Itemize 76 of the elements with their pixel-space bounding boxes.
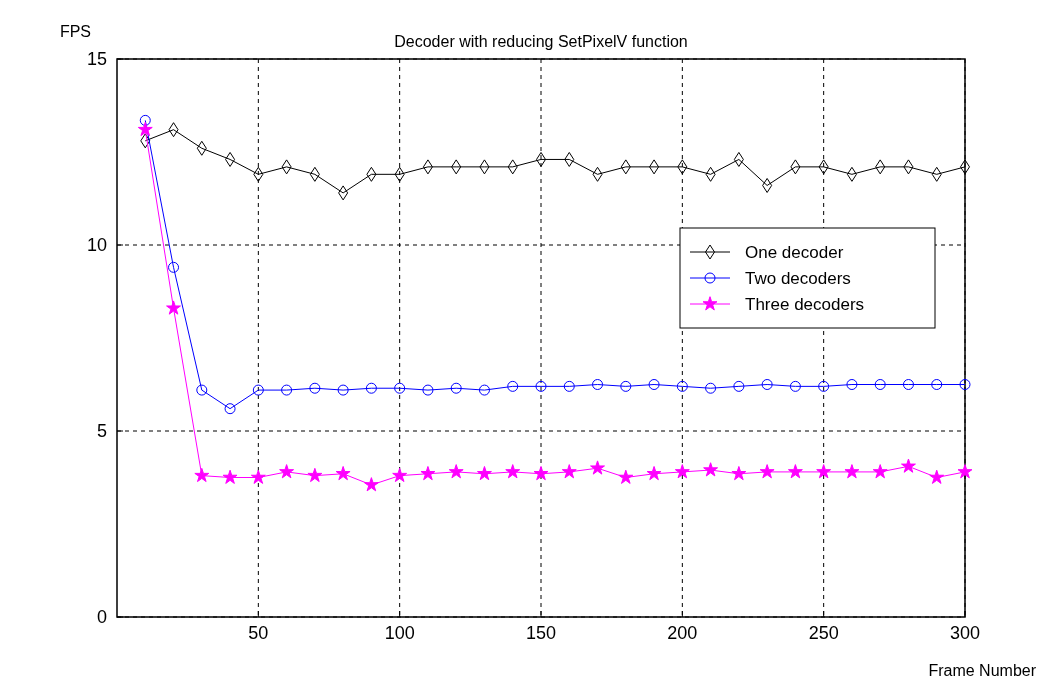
x-axis-title: Frame Number [928,662,1037,679]
y-axis-title: FPS [59,23,91,40]
y-tick-label: 15 [86,49,107,69]
point [422,384,434,396]
x-tick-label: 100 [384,623,415,643]
y-tick-label: 5 [96,421,107,441]
point [196,384,208,396]
point [731,465,747,481]
point [818,380,830,392]
point [931,379,943,390]
point [957,464,973,479]
point [450,382,462,394]
point [309,382,321,394]
point [872,464,888,479]
point [874,379,886,390]
point [648,379,660,390]
point [787,464,803,479]
point [507,380,519,392]
y-tick-label: 10 [86,235,107,255]
point [703,462,719,477]
point [759,464,775,479]
point [844,464,860,479]
x-tick-label: 200 [667,623,698,643]
x-tick-label: 50 [248,623,269,643]
point [592,379,604,390]
point [705,382,717,394]
point [281,384,293,396]
point [365,382,377,394]
point [761,379,773,390]
point [478,384,490,396]
point [420,465,436,481]
point [535,380,547,392]
point [194,467,210,483]
point [561,464,577,479]
point [392,467,408,483]
point [902,379,914,390]
x-tick-label: 300 [949,623,981,643]
point [959,379,971,390]
legend-label: Three decoders [745,295,865,314]
point [620,380,632,392]
point [139,114,151,126]
point [816,464,832,479]
point [505,464,521,479]
x-tick-label: 150 [525,623,557,643]
x-tick-label: 250 [808,623,839,643]
point [733,380,745,392]
point [846,379,858,390]
point [646,465,662,481]
point [533,465,549,481]
point [335,465,351,481]
point [477,465,492,481]
point [252,384,264,396]
point [307,467,323,483]
point [789,380,801,392]
point [363,477,379,492]
point [250,469,266,484]
point [394,382,406,394]
point [901,458,916,473]
legend-label: One decoder [745,243,844,262]
point [674,464,690,479]
point [448,464,464,479]
point [222,469,238,484]
point [618,469,634,484]
legend-label: Two decoders [745,269,851,288]
y-tick-label: 0 [96,607,107,627]
point [590,460,605,475]
point [166,300,181,315]
point [224,403,236,415]
point [676,380,688,392]
point [168,261,180,273]
point [929,469,945,484]
point [563,380,575,392]
point [137,121,153,137]
point [337,384,349,396]
chart-title: Decoder with reducing SetPixelV function [394,33,688,50]
point [279,464,295,479]
